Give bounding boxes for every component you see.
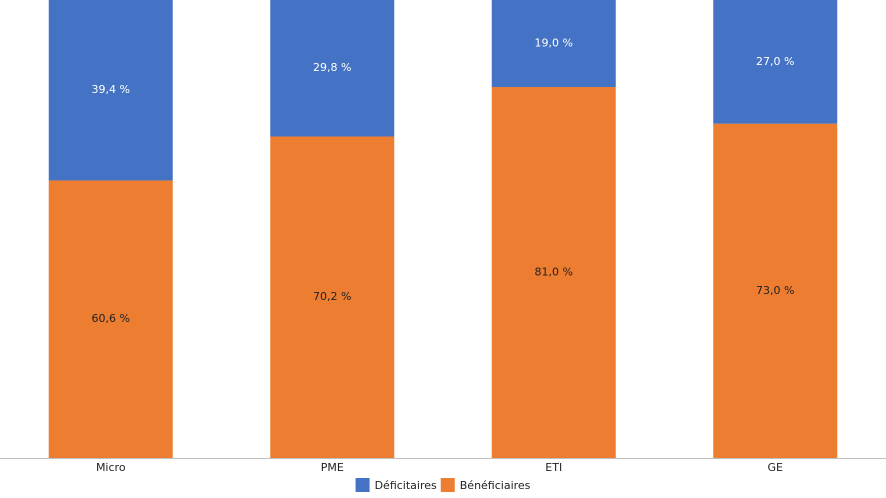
data-label: 39,4 % xyxy=(92,83,130,96)
bar-segment xyxy=(491,87,616,459)
data-label: 29,8 % xyxy=(313,61,351,74)
legend-swatch xyxy=(440,478,455,492)
x-tick-label: PME xyxy=(321,461,344,474)
bar-segment xyxy=(713,123,838,458)
legend-label: Bénéficiaires xyxy=(460,479,531,492)
data-label: 60,6 % xyxy=(92,312,130,325)
data-label: 81,0 % xyxy=(535,266,573,279)
legend-swatch xyxy=(355,478,370,492)
bar-segment xyxy=(270,136,395,458)
x-tick-label: Micro xyxy=(96,461,126,474)
bar-segment xyxy=(491,0,616,88)
legend-label: Déficitaires xyxy=(375,479,437,492)
x-tick-label: GE xyxy=(768,461,784,474)
bar-segment xyxy=(713,0,838,124)
bar-segment xyxy=(48,0,173,181)
data-label: 27,0 % xyxy=(756,55,794,68)
bar-segment xyxy=(270,0,395,137)
data-label: 70,2 % xyxy=(313,290,351,303)
data-label: 73,0 % xyxy=(756,284,794,297)
bar-segment xyxy=(48,180,173,458)
data-label: 19,0 % xyxy=(535,37,573,50)
x-tick-label: ETI xyxy=(545,461,562,474)
